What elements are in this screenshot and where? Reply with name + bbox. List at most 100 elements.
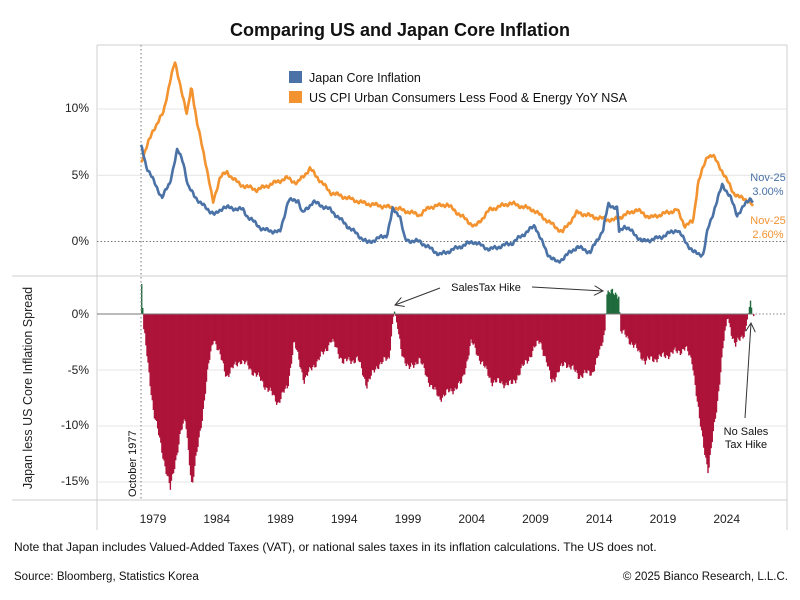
spread-bar xyxy=(740,314,742,337)
spread-bar xyxy=(458,314,461,382)
spread-bar xyxy=(683,314,686,351)
spread-bar xyxy=(533,314,535,347)
spread-bar xyxy=(244,314,246,365)
spread-bar xyxy=(219,314,222,355)
spread-bar xyxy=(577,314,580,379)
spread-bar xyxy=(657,314,659,359)
spread-bar xyxy=(249,314,251,369)
spread-bar xyxy=(308,314,311,367)
spread-bar xyxy=(482,314,484,362)
spread-bar xyxy=(302,314,304,381)
spread-bar xyxy=(695,314,698,397)
spread-bar xyxy=(389,314,392,351)
spread-bar xyxy=(205,314,208,382)
spread-bar xyxy=(288,314,291,376)
spread-bar xyxy=(190,314,193,482)
spread-bar xyxy=(435,314,437,390)
spread-bar xyxy=(430,314,432,385)
spread-bar xyxy=(300,314,302,369)
spread-bar xyxy=(156,314,159,429)
spread-bar xyxy=(233,314,235,365)
spread-bar xyxy=(523,314,525,365)
spread-bar xyxy=(372,314,375,371)
gridlines xyxy=(97,108,787,483)
spread-bar xyxy=(337,314,339,354)
spread-bar xyxy=(574,314,576,372)
spread-bar xyxy=(454,314,456,388)
spread-bar xyxy=(340,314,343,359)
x-tick-label: 1989 xyxy=(267,512,294,526)
spread-bar xyxy=(656,314,658,363)
spread-bar xyxy=(195,314,197,456)
spread-bar xyxy=(147,314,149,363)
spread-bar xyxy=(252,314,254,376)
spread-bar xyxy=(501,314,503,382)
spread-bar xyxy=(400,314,402,349)
spread-bar xyxy=(260,314,262,381)
spread-bar xyxy=(238,314,241,362)
spread-bar xyxy=(266,314,268,388)
spread-bar xyxy=(155,314,158,421)
spread-bar xyxy=(464,314,466,375)
spread-bar xyxy=(178,314,180,445)
spread-bar xyxy=(486,314,488,369)
spread-bar xyxy=(422,314,424,364)
spread-bar xyxy=(620,314,622,332)
spread-bar xyxy=(557,314,559,373)
spread-bar xyxy=(360,314,363,369)
spread-bar xyxy=(394,314,397,316)
spread-bar xyxy=(603,314,605,336)
spread-bar xyxy=(646,314,649,357)
spread-bar xyxy=(281,314,283,393)
spread-bar xyxy=(371,314,373,370)
spread-bar xyxy=(168,314,171,484)
spread-bar xyxy=(382,314,384,362)
spread-bar xyxy=(503,314,505,389)
spread-bar xyxy=(575,314,577,371)
spread-bar xyxy=(427,314,430,383)
spread-bar xyxy=(423,314,426,369)
spread-bar xyxy=(456,314,458,389)
x-tick-label: 2009 xyxy=(522,512,549,526)
spread-bar xyxy=(297,314,299,352)
spread-bar xyxy=(724,314,726,331)
spread-bar xyxy=(246,314,248,361)
spread-bar xyxy=(145,314,147,346)
spread-bars xyxy=(141,284,755,490)
spread-bar xyxy=(474,314,477,348)
spread-bar xyxy=(592,314,594,372)
spread-bar xyxy=(511,314,514,384)
spread-bar xyxy=(716,314,719,401)
spread-bar xyxy=(143,314,145,330)
spread-bar xyxy=(749,300,752,314)
spread-bar xyxy=(449,314,451,392)
spread-bar xyxy=(600,314,602,346)
spread-bar xyxy=(189,314,192,476)
spread-bar xyxy=(213,314,215,342)
spread-bar xyxy=(262,314,264,382)
spread-bar xyxy=(186,314,189,438)
spread-bar xyxy=(640,314,642,359)
spread-bar xyxy=(447,314,449,389)
spread-bar xyxy=(396,314,398,323)
spread-bar xyxy=(434,314,436,387)
spread-bar xyxy=(556,314,558,373)
spread-bar xyxy=(245,314,247,363)
spread-bar xyxy=(496,314,499,378)
y-tick-label: -5% xyxy=(68,363,90,377)
spread-bar xyxy=(538,314,540,344)
spread-bar xyxy=(440,314,443,402)
spread-bar xyxy=(232,314,234,369)
x-tick-label: 2014 xyxy=(586,512,613,526)
spread-bar xyxy=(184,314,186,422)
x-tick-label: 1979 xyxy=(140,512,167,526)
spread-bar xyxy=(690,314,692,358)
spread-bar xyxy=(710,314,712,449)
spread-bar xyxy=(618,296,620,314)
spread-bar xyxy=(445,314,448,390)
spread-bar xyxy=(234,314,236,362)
spread-bar xyxy=(630,314,633,343)
spread-bar xyxy=(322,314,325,355)
spread-bar xyxy=(505,314,507,383)
spread-bar xyxy=(353,314,355,364)
